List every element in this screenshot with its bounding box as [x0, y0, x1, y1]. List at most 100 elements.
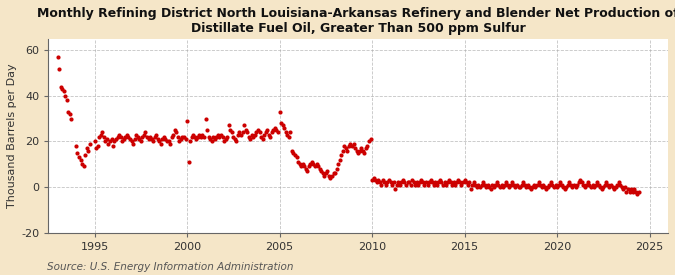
- Point: [421, 180, 431, 185]
- Point: [112, 135, 123, 139]
- Point: [134, 137, 144, 141]
- Point: [92, 144, 103, 148]
- Point: [191, 137, 202, 141]
- Point: [219, 139, 230, 144]
- Point: [609, 187, 620, 191]
- Point: [400, 183, 411, 187]
- Point: [405, 183, 416, 187]
- Point: [271, 128, 281, 132]
- Point: [166, 135, 177, 139]
- Point: [236, 132, 246, 137]
- Point: [120, 135, 131, 139]
- Point: [598, 185, 609, 189]
- Point: [407, 178, 418, 182]
- Point: [362, 144, 373, 148]
- Point: [627, 189, 638, 194]
- Point: [399, 180, 410, 185]
- Point: [154, 139, 165, 144]
- Point: [529, 183, 539, 187]
- Point: [519, 183, 530, 187]
- Point: [63, 110, 74, 114]
- Point: [545, 180, 556, 185]
- Point: [111, 137, 122, 141]
- Point: [411, 180, 422, 185]
- Point: [504, 185, 515, 189]
- Point: [238, 123, 249, 128]
- Point: [497, 185, 508, 189]
- Point: [284, 135, 294, 139]
- Point: [508, 183, 519, 187]
- Point: [172, 135, 183, 139]
- Point: [242, 130, 252, 134]
- Point: [573, 180, 584, 185]
- Point: [590, 183, 601, 187]
- Point: [493, 183, 504, 187]
- Point: [416, 178, 427, 182]
- Point: [259, 132, 269, 137]
- Point: [487, 183, 497, 187]
- Point: [57, 87, 68, 91]
- Point: [450, 183, 461, 187]
- Point: [100, 139, 111, 144]
- Point: [137, 135, 148, 139]
- Point: [126, 139, 137, 144]
- Point: [153, 137, 163, 141]
- Point: [356, 146, 367, 150]
- Point: [144, 135, 155, 139]
- Point: [601, 180, 612, 185]
- Point: [470, 183, 481, 187]
- Point: [506, 183, 516, 187]
- Point: [454, 180, 465, 185]
- Point: [353, 151, 364, 155]
- Point: [90, 146, 101, 150]
- Point: [117, 139, 128, 144]
- Point: [396, 180, 406, 185]
- Point: [261, 130, 271, 134]
- Point: [589, 185, 599, 189]
- Point: [490, 183, 501, 187]
- Point: [370, 178, 381, 182]
- Point: [315, 167, 325, 171]
- Point: [146, 137, 157, 141]
- Point: [481, 185, 491, 189]
- Point: [468, 180, 479, 185]
- Point: [142, 135, 153, 139]
- Point: [456, 183, 467, 187]
- Point: [280, 130, 291, 134]
- Point: [525, 187, 536, 191]
- Point: [192, 135, 203, 139]
- Point: [624, 189, 635, 194]
- Point: [254, 130, 265, 134]
- Point: [109, 139, 120, 144]
- Point: [482, 183, 493, 187]
- Point: [136, 139, 146, 144]
- Point: [234, 130, 245, 134]
- Point: [200, 116, 211, 121]
- Point: [435, 178, 446, 182]
- Point: [107, 144, 118, 148]
- Point: [572, 183, 583, 187]
- Point: [385, 180, 396, 185]
- Point: [510, 185, 521, 189]
- Point: [348, 141, 359, 146]
- Point: [566, 183, 576, 187]
- Point: [587, 183, 598, 187]
- Point: [393, 180, 404, 185]
- Text: Source: U.S. Energy Information Administration: Source: U.S. Energy Information Administ…: [47, 262, 294, 272]
- Point: [180, 137, 191, 141]
- Point: [527, 185, 538, 189]
- Point: [436, 180, 447, 185]
- Point: [262, 128, 273, 132]
- Point: [419, 183, 430, 187]
- Point: [321, 171, 331, 175]
- Point: [82, 146, 92, 150]
- Point: [339, 144, 350, 148]
- Point: [265, 135, 275, 139]
- Point: [113, 132, 124, 137]
- Point: [533, 180, 544, 185]
- Point: [371, 180, 382, 185]
- Point: [214, 135, 225, 139]
- Point: [118, 137, 129, 141]
- Point: [484, 185, 495, 189]
- Point: [538, 183, 549, 187]
